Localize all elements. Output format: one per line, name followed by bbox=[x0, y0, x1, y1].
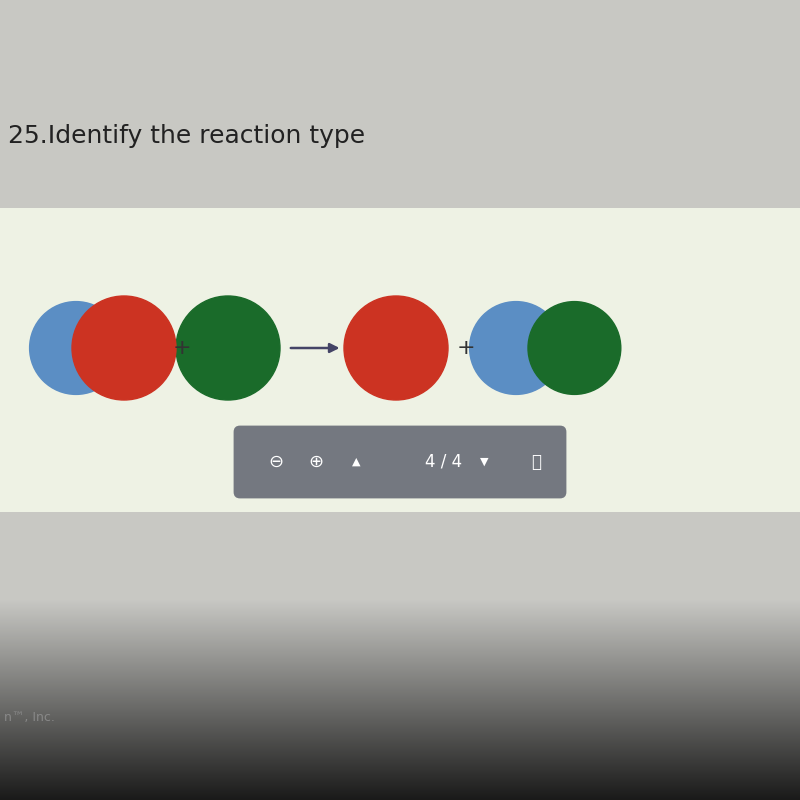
Circle shape bbox=[30, 302, 122, 394]
Circle shape bbox=[176, 296, 280, 400]
Text: ⤢: ⤢ bbox=[531, 453, 541, 471]
Circle shape bbox=[344, 296, 448, 400]
Text: ▲: ▲ bbox=[352, 457, 360, 467]
Text: n™, Inc.: n™, Inc. bbox=[4, 711, 55, 724]
Text: 25.Identify the reaction type: 25.Identify the reaction type bbox=[8, 124, 365, 148]
Circle shape bbox=[470, 302, 562, 394]
FancyBboxPatch shape bbox=[0, 208, 800, 512]
Text: +: + bbox=[457, 338, 476, 358]
Circle shape bbox=[72, 296, 176, 400]
Text: 4 / 4: 4 / 4 bbox=[426, 453, 462, 471]
Text: ⊕: ⊕ bbox=[309, 453, 323, 471]
Text: ⊖: ⊖ bbox=[269, 453, 283, 471]
Circle shape bbox=[528, 302, 621, 394]
Text: ▼: ▼ bbox=[480, 457, 488, 467]
Text: +: + bbox=[172, 338, 191, 358]
FancyBboxPatch shape bbox=[234, 426, 566, 498]
